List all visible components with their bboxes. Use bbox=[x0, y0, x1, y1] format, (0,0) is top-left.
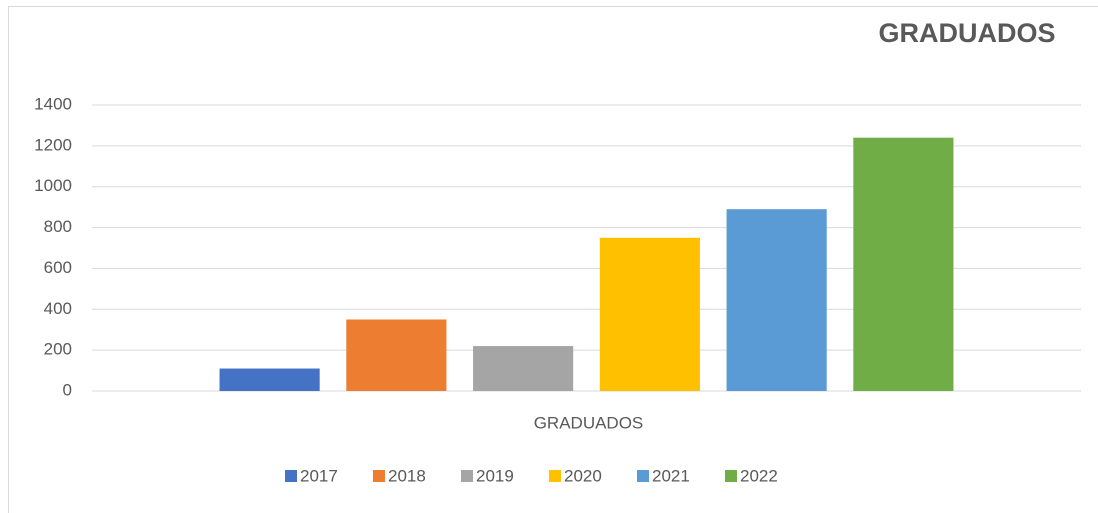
legend-swatch bbox=[637, 470, 649, 482]
bar bbox=[853, 137, 954, 391]
y-tick-label: 600 bbox=[44, 258, 72, 277]
y-tick-label: 1000 bbox=[34, 176, 72, 195]
legend-swatch bbox=[461, 470, 473, 482]
legend-label: 2021 bbox=[652, 466, 690, 485]
legend-label: 2017 bbox=[300, 466, 338, 485]
x-tick-label: GRADUADOS bbox=[534, 413, 644, 432]
bar bbox=[726, 209, 827, 391]
legend-swatch bbox=[725, 470, 737, 482]
y-tick-label: 1200 bbox=[34, 135, 72, 154]
y-tick-label: 800 bbox=[44, 217, 72, 236]
legend-label: 2022 bbox=[740, 466, 778, 485]
y-tick-label: 200 bbox=[44, 340, 72, 359]
legend-swatch bbox=[373, 470, 385, 482]
legend-label: 2019 bbox=[476, 466, 514, 485]
legend-label: 2018 bbox=[388, 466, 426, 485]
y-tick-label: 400 bbox=[44, 299, 72, 318]
bar bbox=[473, 346, 574, 391]
legend-label: 2020 bbox=[564, 466, 602, 485]
legend-swatch bbox=[549, 470, 561, 482]
bar bbox=[346, 319, 447, 391]
legend-swatch bbox=[285, 470, 297, 482]
y-tick-label: 0 bbox=[63, 380, 72, 399]
y-tick-label: 1400 bbox=[34, 94, 72, 113]
chart-title: GRADUADOS bbox=[878, 18, 1055, 48]
bar bbox=[219, 368, 320, 391]
bar bbox=[599, 237, 700, 391]
